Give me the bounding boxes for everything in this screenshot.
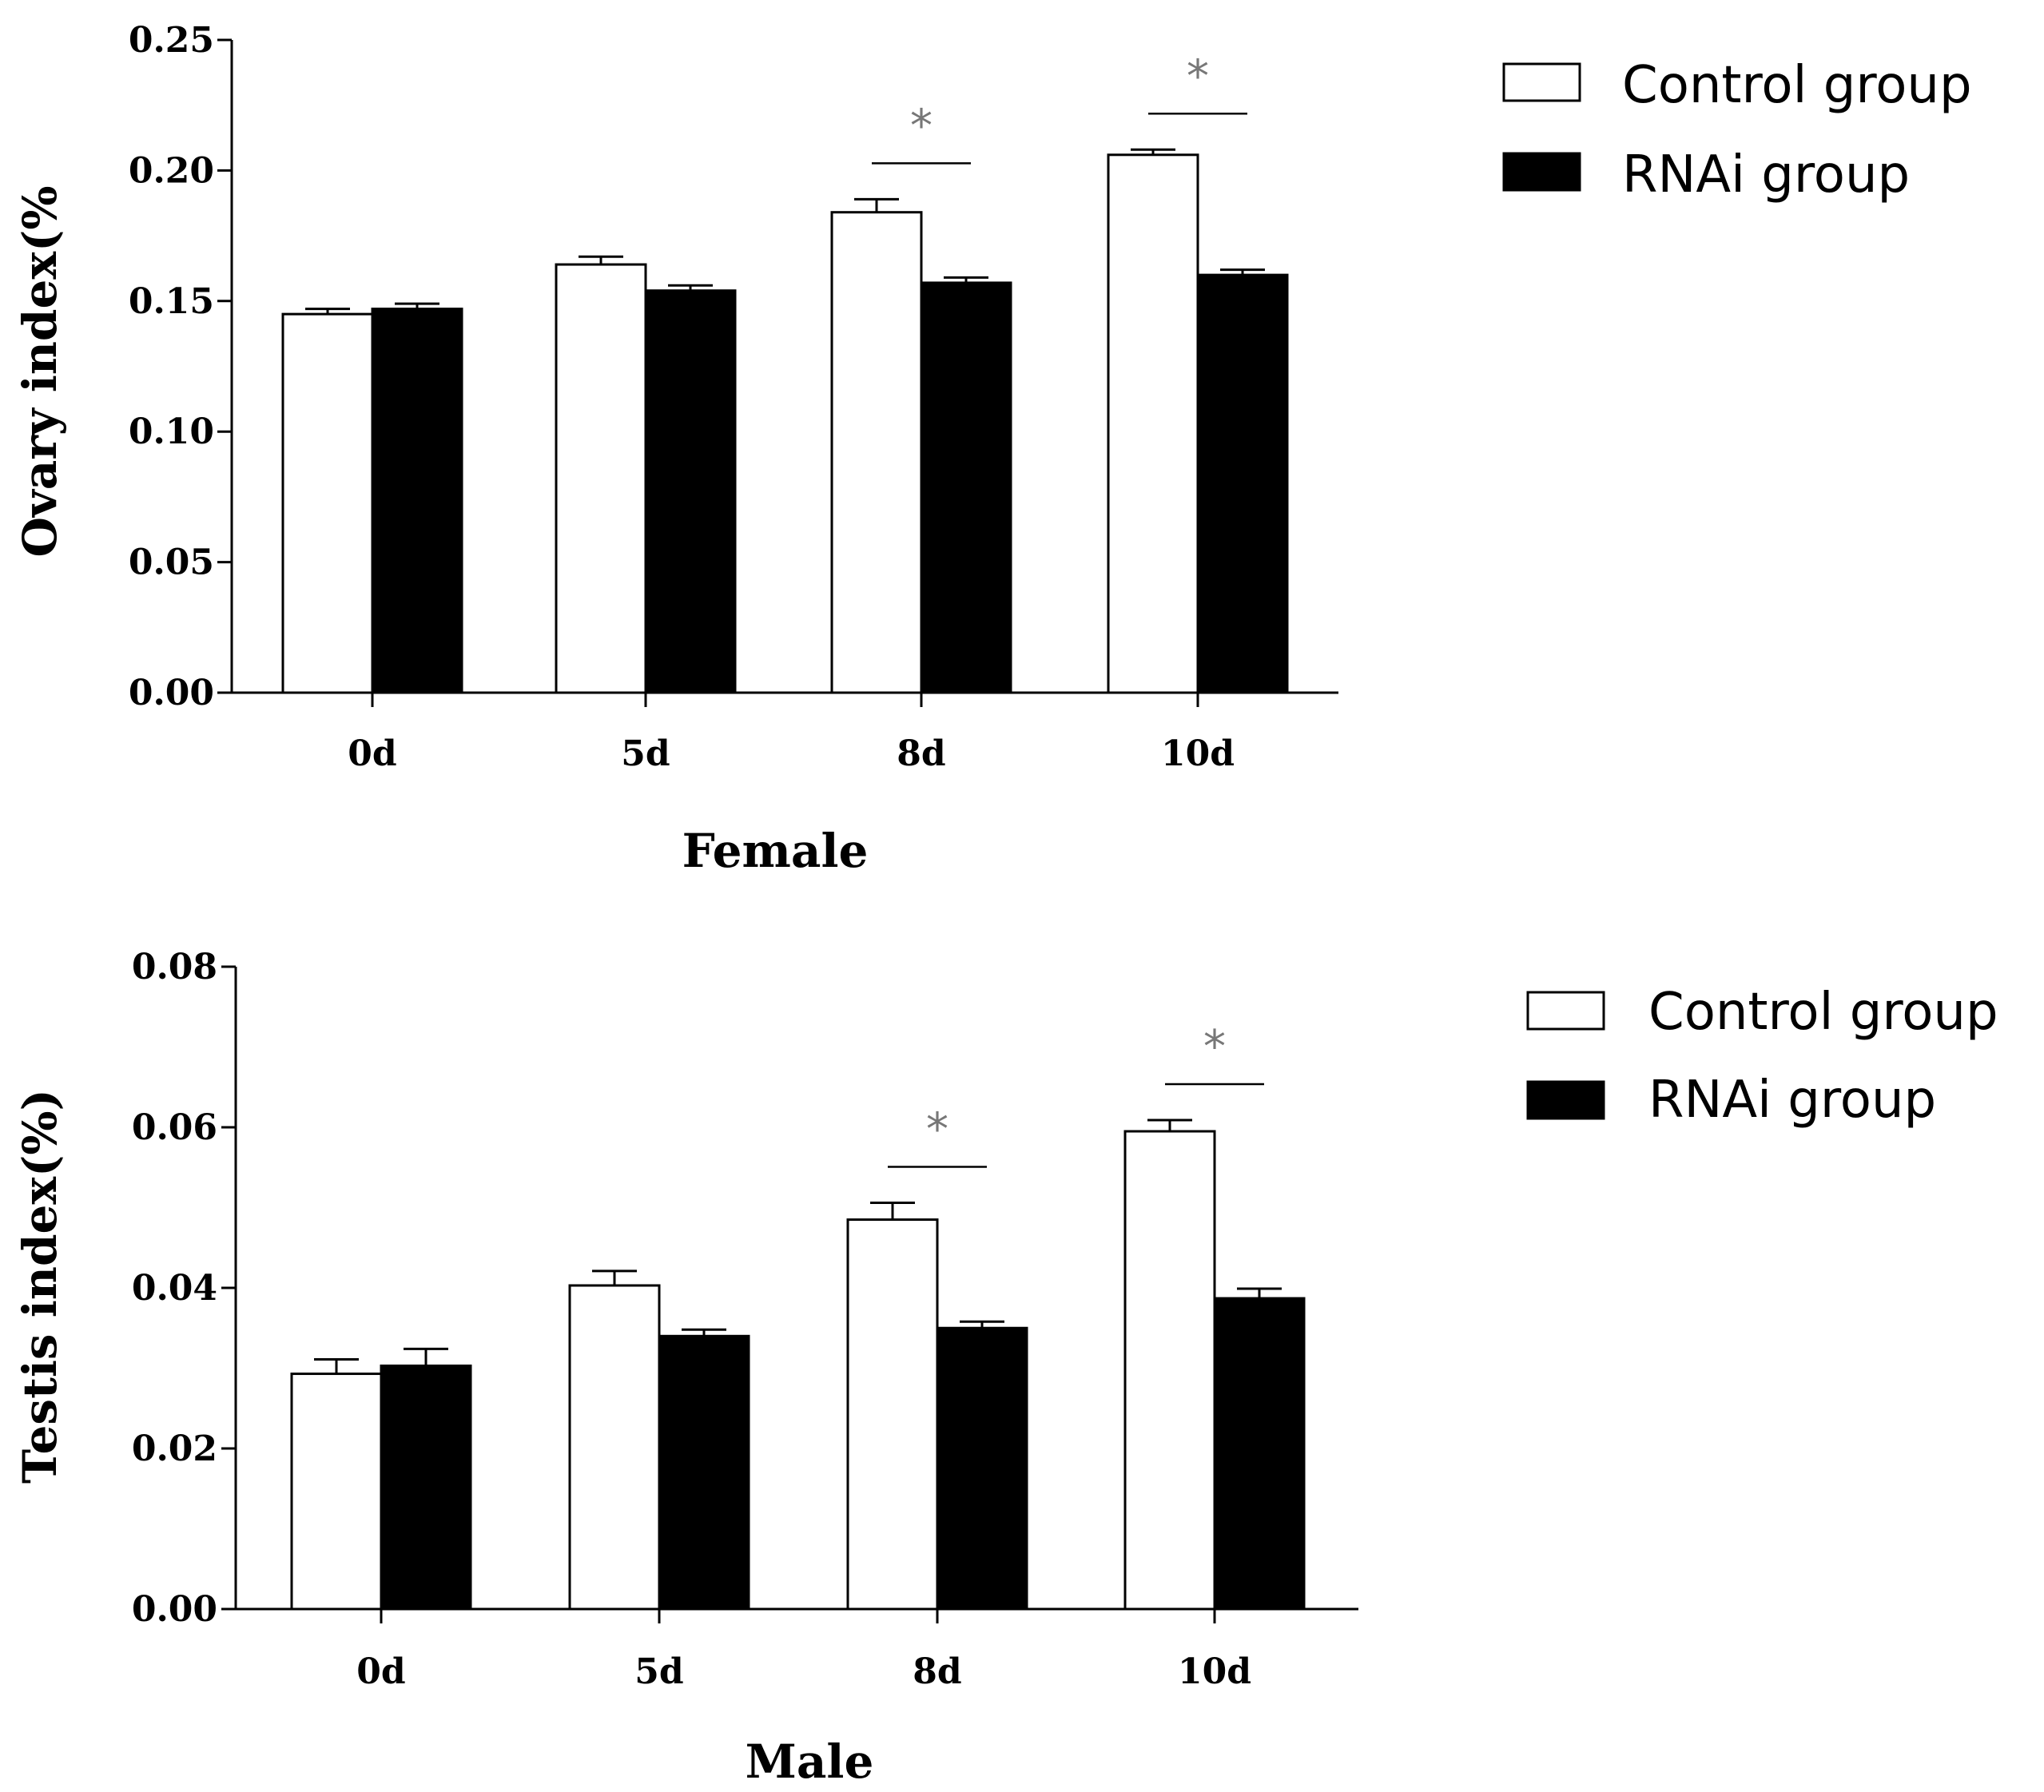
female-significance-marks: **: [872, 50, 1247, 165]
female-category-label: 10d: [1161, 733, 1235, 774]
male-significance-star: *: [926, 1103, 948, 1155]
female-legend-control-label: Control group: [1622, 56, 1972, 115]
male-x-ticks: 0d 5d 8d 10d: [356, 1609, 1251, 1692]
female-x-ticks: 0d 5d 8d 10d: [348, 693, 1235, 774]
male-y-tick-label: 0.08: [132, 947, 217, 987]
female-bar-rnai-5d: [644, 289, 737, 694]
female-ovary-chart: ** 0.000.050.100.150.200.25 0d 5d 8d 10d Ov…: [13, 20, 1972, 878]
female-error-bars: [305, 148, 1265, 315]
female-legend-control-swatch: [1502, 62, 1581, 102]
male-bar-rnai-0d: [380, 1364, 472, 1611]
male-legend-control-swatch: [1526, 991, 1605, 1031]
male-y-tick-label: 0.04: [132, 1268, 217, 1309]
female-x-axis-title: Female: [682, 824, 869, 878]
female-category-label: 5d: [621, 733, 670, 774]
male-bar-control-5d: [568, 1284, 661, 1611]
male-bar-control-8d: [846, 1218, 939, 1611]
female-y-tick-label: 0.05: [129, 542, 214, 583]
male-significance-star: *: [1203, 1021, 1226, 1073]
female-category-label: 8d: [897, 733, 945, 774]
female-bar-rnai-8d: [920, 281, 1012, 694]
male-bar-rnai-8d: [936, 1326, 1028, 1611]
female-y-axis-title: Ovary index(%: [13, 185, 67, 557]
male-bar-rnai-10d: [1213, 1297, 1306, 1611]
male-category-label: 8d: [913, 1651, 961, 1692]
male-legend-rnai-label: RNAi group: [1648, 1071, 1936, 1130]
male-category-label: 10d: [1178, 1651, 1251, 1692]
male-error-bars: [314, 1119, 1282, 1374]
male-y-ticks: 0.00 0.02 0.04 0.06 0.08: [132, 947, 236, 1630]
male-x-axis-title: Male: [746, 1734, 874, 1789]
female-y-tick-label: 0.25: [129, 20, 214, 61]
female-bar-control-10d: [1107, 153, 1199, 694]
male-y-tick-label: 0.02: [132, 1428, 217, 1469]
female-significance-star: *: [910, 100, 933, 152]
female-significance-star: *: [1187, 50, 1209, 102]
female-y-tick-label: 0.20: [129, 150, 214, 191]
male-y-tick-label: 0.06: [132, 1107, 217, 1148]
female-bar-rnai-10d: [1196, 273, 1289, 694]
male-category-label: 5d: [634, 1651, 683, 1692]
female-category-label: 0d: [348, 733, 396, 774]
female-legend-rnai-swatch: [1502, 152, 1581, 192]
female-legend-rnai-label: RNAi group: [1622, 145, 1910, 205]
female-bar-control-0d: [281, 312, 374, 694]
female-y-tick-label: 0.10: [129, 411, 214, 452]
female-bar-control-5d: [555, 263, 647, 694]
female-bar-rnai-0d: [371, 308, 463, 694]
female-legend: Control group RNAi group: [1502, 56, 1972, 205]
female-bar-control-8d: [830, 211, 923, 694]
male-legend-rnai-swatch: [1526, 1080, 1605, 1120]
male-legend: Control group RNAi group: [1526, 983, 1998, 1130]
male-y-tick-label: 0.00: [132, 1589, 217, 1630]
female-y-tick-label: 0.15: [129, 281, 214, 322]
male-category-label: 0d: [356, 1651, 405, 1692]
male-bar-control-0d: [290, 1373, 383, 1611]
male-bar-rnai-5d: [658, 1334, 750, 1611]
female-y-tick-label: 0.00: [129, 673, 214, 713]
male-bar-control-10d: [1123, 1130, 1216, 1611]
female-y-ticks: 0.00 0.05 0.10 0.15 0.20 0.25: [129, 20, 232, 713]
male-testis-chart: ** 0.000.020.040.060.08 0d 5d 8d 10d Testis…: [13, 947, 1998, 1789]
male-significance-marks: **: [888, 1021, 1264, 1168]
male-y-axis-title: Testis index(%): [13, 1089, 67, 1484]
male-legend-control-label: Control group: [1648, 983, 1998, 1042]
male-bars: [290, 1130, 1306, 1611]
female-bars: [281, 153, 1289, 694]
